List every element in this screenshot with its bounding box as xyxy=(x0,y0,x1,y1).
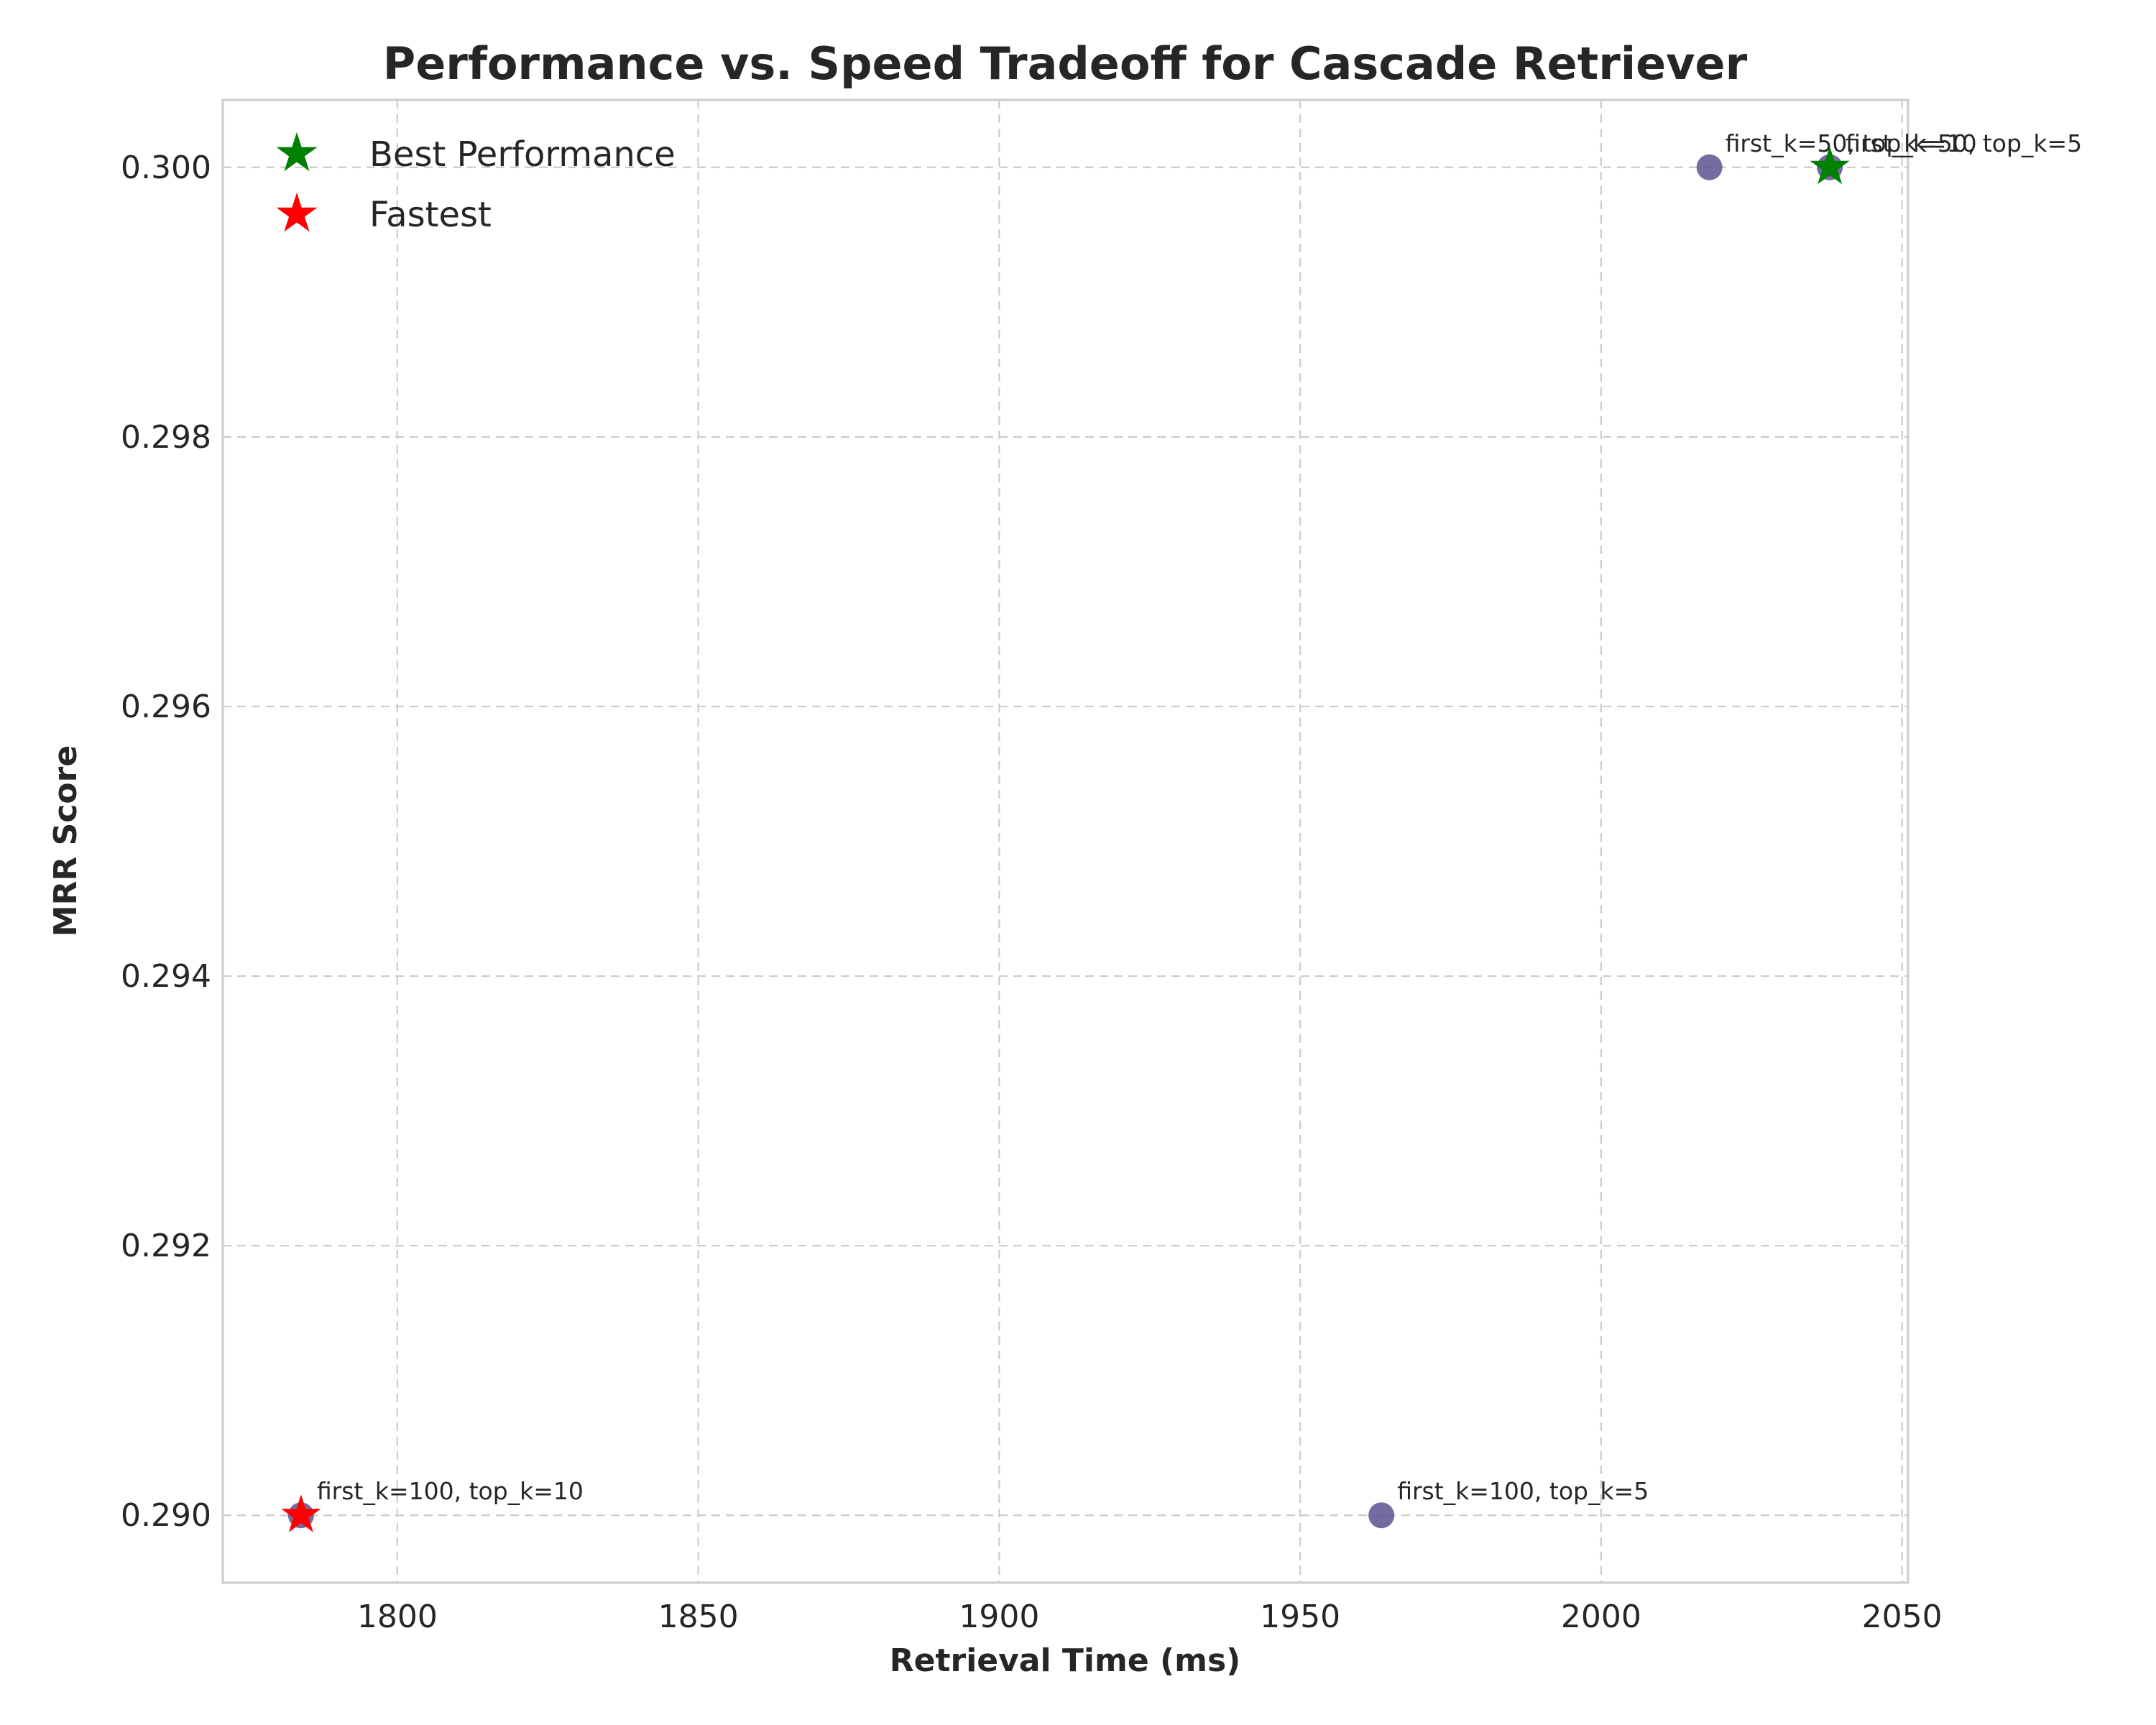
legend: Best Performance Fastest xyxy=(276,132,676,235)
data-point xyxy=(1696,154,1723,180)
y-tick-label: 0.290 xyxy=(121,1497,211,1534)
x-tick-label: 1850 xyxy=(658,1598,739,1635)
x-tick-label: 1800 xyxy=(357,1598,438,1635)
grid-lines xyxy=(223,100,1908,1583)
data-point xyxy=(1368,1502,1395,1529)
legend-star-icon xyxy=(276,193,318,232)
x-tick-labels: 1800 1850 1900 1950 2000 2050 xyxy=(357,1598,1943,1635)
plot-frame xyxy=(221,98,1909,1584)
point-labels: first_k=100, top_k=10 first_k=100, top_k=… xyxy=(317,129,2082,1505)
highlight-star-marker xyxy=(1810,146,1850,185)
y-tick-label: 0.296 xyxy=(121,689,211,725)
y-tick-label: 0.292 xyxy=(121,1228,211,1264)
x-tick-label: 2000 xyxy=(1561,1598,1641,1635)
legend-label: Best Performance xyxy=(369,134,676,175)
y-tick-label: 0.300 xyxy=(121,150,211,186)
data-label: first_k=100, top_k=5 xyxy=(1397,1477,1649,1505)
x-axis-label: Retrieval Time (ms) xyxy=(890,1642,1241,1679)
chart-title: Performance vs. Speed Tradeoff for Casca… xyxy=(383,37,1748,90)
data-label: first_k=50, top_k=10 xyxy=(1726,129,1977,157)
legend-label: Fastest xyxy=(369,195,492,235)
data-label: first_k=50, top_k=5 xyxy=(1846,129,2082,157)
y-tick-label: 0.294 xyxy=(121,958,211,995)
y-tick-labels: 0.290 0.292 0.294 0.296 0.298 0.300 xyxy=(121,150,211,1534)
x-tick-label: 1950 xyxy=(1260,1598,1340,1635)
highlight-markers xyxy=(281,146,1850,1532)
x-tick-label: 2050 xyxy=(1862,1598,1943,1635)
highlight-star-marker xyxy=(281,1494,321,1532)
y-axis-label: MRR Score xyxy=(47,745,84,937)
y-tick-label: 0.298 xyxy=(121,419,211,456)
x-tick-label: 1900 xyxy=(959,1598,1039,1635)
legend-star-icon xyxy=(276,132,318,172)
data-label: first_k=100, top_k=10 xyxy=(317,1477,584,1505)
